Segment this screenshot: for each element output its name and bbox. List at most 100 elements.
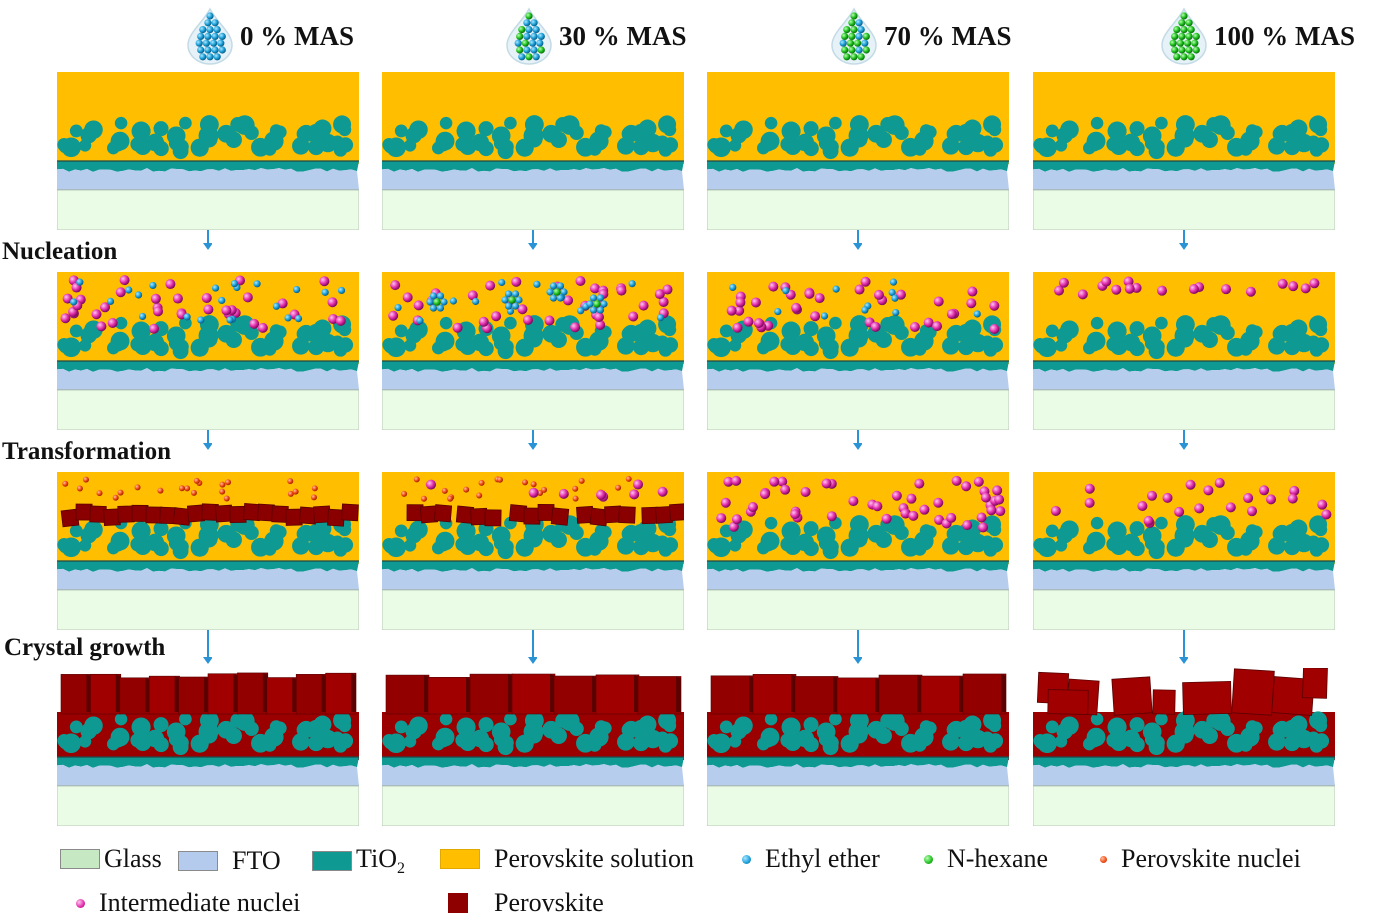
fto-layer	[1033, 764, 1335, 786]
intermediate-nuclei-particle	[826, 511, 837, 522]
intermediate-nuclei-particle	[1058, 277, 1069, 288]
intermediate-nuclei-particle	[119, 275, 130, 286]
n-hexane-particle	[1180, 53, 1188, 61]
ethyl-ether-particle	[549, 294, 558, 302]
intermediate-nuclei-particle	[790, 509, 801, 520]
intermediate-nuclei-particle	[1124, 283, 1135, 294]
ethyl-ether-particle	[855, 32, 863, 40]
ethyl-ether-particle	[204, 32, 212, 40]
ethyl-ether-particle	[511, 290, 520, 298]
ethyl-ether-particle	[202, 39, 210, 47]
n-hexane-particle	[1185, 19, 1193, 27]
fto-layer	[707, 568, 1009, 590]
legend-item-n-hexane: N-hexane	[924, 844, 1048, 874]
n-hexane-particle	[537, 46, 545, 54]
ethyl-ether-particle	[204, 19, 212, 27]
intermediate-nuclei-particle	[967, 286, 978, 297]
perovskite-crystal	[637, 676, 682, 715]
ethyl-ether-particle	[498, 278, 506, 287]
ethyl-ether-particle	[230, 280, 239, 288]
perovskite-crystal	[553, 675, 598, 715]
intermediate-nuclei-particle	[872, 501, 883, 512]
intermediate-nuclei-particle	[1111, 284, 1122, 295]
n-hexane-particle	[516, 46, 524, 54]
intermediate-nuclei-particle	[654, 289, 665, 300]
perovskite-crystal	[119, 677, 151, 715]
ethyl-ether-particle	[560, 288, 568, 296]
intermediate-nuclei-particle	[750, 297, 761, 308]
fto-layer	[1033, 568, 1335, 590]
ethyl-ether-particle	[293, 285, 301, 294]
tio2-mesoporous-layer	[57, 711, 354, 756]
glass-layer	[57, 189, 359, 230]
intermediate-nuclei-particle	[994, 494, 1005, 505]
down-arrow-icon	[203, 630, 212, 664]
perovskite-nuclei-particle	[219, 481, 226, 488]
intermediate-nuclei-particle	[768, 281, 779, 292]
intermediate-nuclei-particle	[951, 475, 962, 486]
intermediate-nuclei-particle	[575, 276, 586, 287]
perovskite-crystal	[550, 507, 570, 526]
tio2-compact-layer	[707, 561, 1009, 572]
perovskite-crystal	[1231, 668, 1275, 716]
intermediate-nuclei-particle	[658, 296, 669, 307]
ethyl-ether-particle	[211, 284, 220, 292]
perovskite-nuclei-particle	[413, 476, 420, 483]
n-hexane-particle	[1173, 26, 1181, 34]
ethyl-ether-particle	[76, 278, 84, 286]
tio2-mesoporous-layer	[57, 115, 354, 160]
perovskite-nuclei-particle	[625, 475, 632, 482]
intermediate-nuclei-particle	[976, 512, 987, 523]
n-hexane-particle	[1173, 53, 1181, 61]
intermediate-nuclei-particle	[491, 311, 502, 322]
intermediate-nuclei-particle	[242, 292, 253, 303]
ethyl-ether-particle	[197, 32, 205, 40]
stage-label-nucleation: Nucleation	[2, 238, 118, 265]
intermediate-nuclei-particle	[800, 486, 811, 497]
intermediate-nuclei-particle	[413, 300, 424, 311]
legend-label: Perovskite	[494, 888, 604, 917]
intermediate-nuclei-particle	[594, 311, 605, 322]
fto-layer	[382, 168, 684, 190]
perovskite-nuclei-particle	[190, 489, 197, 496]
n-hexane-particle	[1180, 12, 1188, 20]
tio2-compact-layer	[707, 361, 1009, 372]
n-hexane-particle	[1178, 46, 1186, 54]
ethyl-ether-particle	[204, 46, 212, 54]
perovskite-crystal	[511, 673, 556, 715]
perovskite-crystal	[266, 677, 298, 715]
perovskite-nuclei-particle	[223, 495, 230, 502]
intermediate-nuclei-particle	[511, 276, 522, 287]
intermediate-nuclei-particle	[743, 316, 754, 327]
ethyl-ether-particle	[337, 286, 346, 295]
glass-layer	[707, 785, 1009, 826]
n-hexane-particle	[433, 298, 441, 306]
ethyl-ether-particle	[589, 306, 598, 314]
perovskite-nuclei-particle	[62, 480, 69, 487]
down-arrow-icon	[853, 630, 862, 664]
intermediate-nuclei-particle	[814, 293, 825, 304]
glass-layer	[707, 589, 1009, 630]
ethyl-ether-particle	[211, 19, 219, 27]
fto-layer	[382, 368, 684, 390]
perovskite-swatch	[448, 893, 468, 913]
ethyl-ether-particle	[832, 285, 840, 293]
panel-transformation-1	[382, 472, 684, 630]
tio2-swatch	[312, 851, 352, 872]
perovskite-crystal	[1182, 680, 1232, 716]
legend-label: Intermediate nuclei	[99, 888, 301, 917]
ethyl-ether-particle	[514, 39, 522, 47]
panel-nucleation-0	[57, 272, 359, 430]
panel-initial-3	[1033, 72, 1335, 230]
ethyl-ether-particle	[530, 46, 538, 54]
intermediate-nuclei-particle	[759, 489, 770, 500]
fto-layer	[57, 168, 359, 190]
legend: Glass FTO TiO2 Perovskite solution Ethyl…	[0, 838, 1376, 917]
fto-layer	[57, 764, 359, 786]
down-arrow-icon	[203, 430, 212, 450]
panel-crystal-growth-3	[1033, 668, 1335, 826]
ethyl-ether-particle	[855, 19, 863, 27]
down-arrow-icon	[853, 430, 862, 450]
intermediate-nuclei-particle	[995, 506, 1006, 517]
intermediate-nuclei-particle	[732, 322, 743, 333]
